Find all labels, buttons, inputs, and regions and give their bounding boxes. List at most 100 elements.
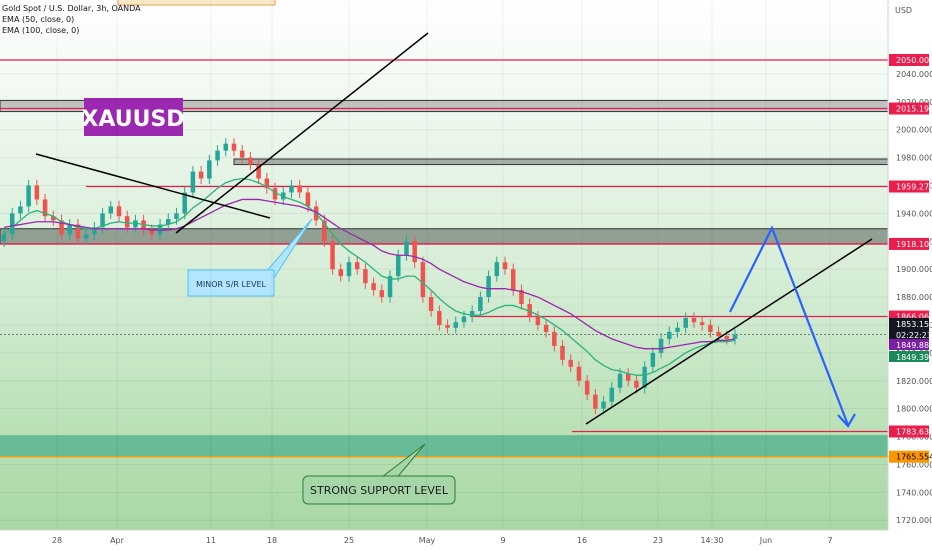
price-tick-label: 2040.000 xyxy=(896,70,932,79)
minor-callout-box xyxy=(187,269,275,297)
ema50-tag xyxy=(889,351,929,362)
level-tag xyxy=(889,180,929,193)
candle xyxy=(92,227,97,235)
price-tick-label: 2000.000 xyxy=(896,126,932,135)
candle xyxy=(437,311,442,325)
current-price-tag-text: 1853.150 xyxy=(896,320,932,329)
time-tick-label: 25 xyxy=(344,536,354,545)
candle xyxy=(272,188,278,200)
candle xyxy=(593,394,598,409)
candle xyxy=(1,234,7,242)
level-tag xyxy=(889,450,929,463)
candle xyxy=(691,318,697,323)
candle xyxy=(494,262,500,277)
zone-minor-sr xyxy=(0,228,889,245)
candle xyxy=(609,387,615,402)
candle xyxy=(83,234,89,239)
downtrend-line xyxy=(35,153,271,219)
strong-callout-box xyxy=(302,475,456,505)
candle xyxy=(354,262,360,270)
candle xyxy=(9,213,15,235)
price-tick-label: 1900.000 xyxy=(896,265,932,274)
projection-arrowhead xyxy=(837,413,856,428)
candle xyxy=(428,297,434,312)
level-tag-label: 1918.100 xyxy=(896,240,932,249)
candle xyxy=(371,283,376,291)
candle xyxy=(708,324,713,332)
candle xyxy=(675,327,680,332)
level-tag-label: 1783.632 xyxy=(896,427,932,436)
candle xyxy=(650,352,656,367)
candle xyxy=(584,380,590,395)
candle xyxy=(379,290,385,298)
candle xyxy=(486,276,491,298)
candle xyxy=(461,316,467,323)
candle xyxy=(51,216,56,221)
candle xyxy=(699,322,705,325)
candle xyxy=(346,262,352,277)
candle xyxy=(724,336,730,339)
price-tick-label: 1740.000 xyxy=(896,488,932,497)
candle xyxy=(322,220,327,242)
candle xyxy=(215,150,220,161)
candle xyxy=(732,334,738,339)
candle xyxy=(617,373,623,388)
candle xyxy=(239,150,245,158)
candle xyxy=(642,366,647,388)
level-tag xyxy=(889,102,929,115)
price-tick-label: 1940.000 xyxy=(896,209,932,218)
candle xyxy=(26,185,31,207)
candle xyxy=(190,171,196,193)
top-note-box xyxy=(117,0,276,6)
candle xyxy=(560,345,565,360)
candle xyxy=(634,380,639,388)
candle xyxy=(141,220,146,231)
candle xyxy=(716,331,721,337)
ema50-tag-text: 1849.396 xyxy=(896,353,932,362)
candle xyxy=(527,304,532,317)
candle xyxy=(18,206,23,214)
candle xyxy=(133,220,138,228)
candle xyxy=(552,331,557,346)
time-tick-label: 23 xyxy=(653,536,663,545)
price-tick-label: 1760.000 xyxy=(896,460,932,469)
level-tag xyxy=(889,425,929,438)
time-tick-label: 11 xyxy=(206,536,216,545)
time-tick-label: May xyxy=(419,536,436,545)
candle xyxy=(469,311,475,317)
price-tick-label: 1720.000 xyxy=(896,516,932,525)
strong-support-label: STRONG SUPPORT LEVEL xyxy=(310,484,449,497)
candle xyxy=(256,164,261,179)
candle xyxy=(231,143,237,151)
candle xyxy=(174,213,179,219)
ascending-support-line xyxy=(585,238,873,425)
candle xyxy=(420,262,426,298)
candle xyxy=(248,157,253,165)
price-tick-label: 1820.000 xyxy=(896,377,932,386)
currency-label: USD xyxy=(895,6,913,15)
candle xyxy=(502,262,508,270)
time-tick-label: Apr xyxy=(110,536,125,545)
level-tag-label: 1959.278 xyxy=(896,183,932,192)
ema100-line xyxy=(3,198,736,350)
minor-sr-label: MINOR S/R LEVEL xyxy=(196,280,267,289)
symbol-title: Gold Spot / U.S. Dollar, 3h, OANDA xyxy=(2,4,141,13)
zone-1977 xyxy=(233,158,889,166)
price-tick-label: 1980.000 xyxy=(896,154,932,163)
candle xyxy=(404,241,409,256)
candle xyxy=(330,241,335,270)
level-tag xyxy=(889,237,929,250)
candle xyxy=(412,241,417,263)
candle xyxy=(363,269,368,284)
ema50-line xyxy=(3,177,736,376)
time-axis xyxy=(0,530,932,550)
projection-path xyxy=(729,225,850,426)
uptrend-line xyxy=(175,32,429,234)
time-tick-label: 9 xyxy=(500,536,505,545)
candle xyxy=(207,160,212,179)
candle xyxy=(297,185,302,193)
price-tick-label: 1800.000 xyxy=(896,405,932,414)
candle xyxy=(100,213,105,228)
